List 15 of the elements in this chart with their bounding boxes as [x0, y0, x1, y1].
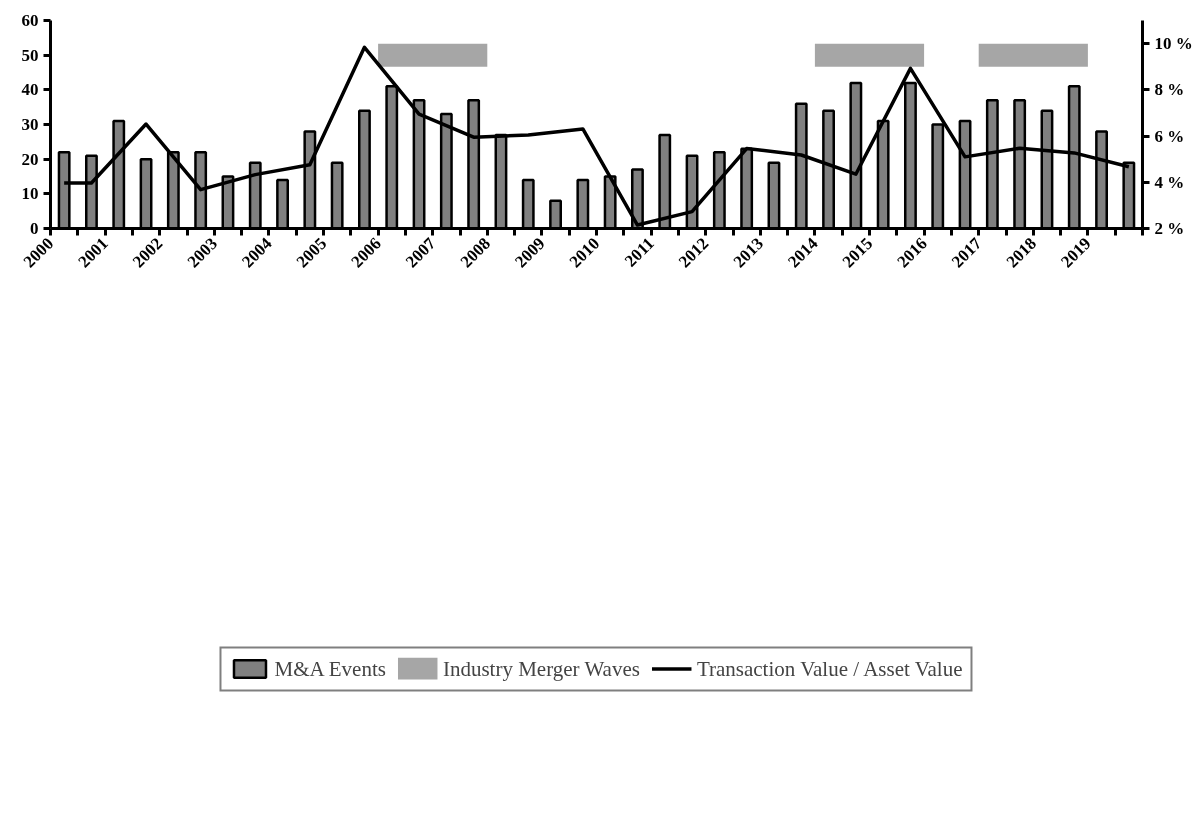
y-tick-label: 10 — [21, 184, 39, 204]
y2-tick-label: 4 % — [1154, 172, 1185, 192]
y-tick-label: 30 — [21, 115, 39, 134]
legend-label: Industry Merger Waves — [442, 656, 640, 682]
y-tick-label: 20 — [21, 149, 39, 169]
legend-label: M&A Events — [274, 656, 386, 682]
y2-tick-label: 2 % — [1154, 219, 1185, 238]
legend-label: Transaction Value / Asset Value — [696, 656, 963, 682]
y2-tick-label: 10 % — [1154, 34, 1193, 54]
y2-tick-label: 6 % — [1154, 126, 1185, 146]
y-tick-label: 50 — [21, 45, 39, 65]
y2-tick-label: 8 % — [1154, 80, 1185, 100]
y-tick-label: 40 — [21, 80, 39, 100]
y-tick-label: 60 — [21, 11, 39, 30]
y-tick-label: 0 — [30, 219, 39, 238]
